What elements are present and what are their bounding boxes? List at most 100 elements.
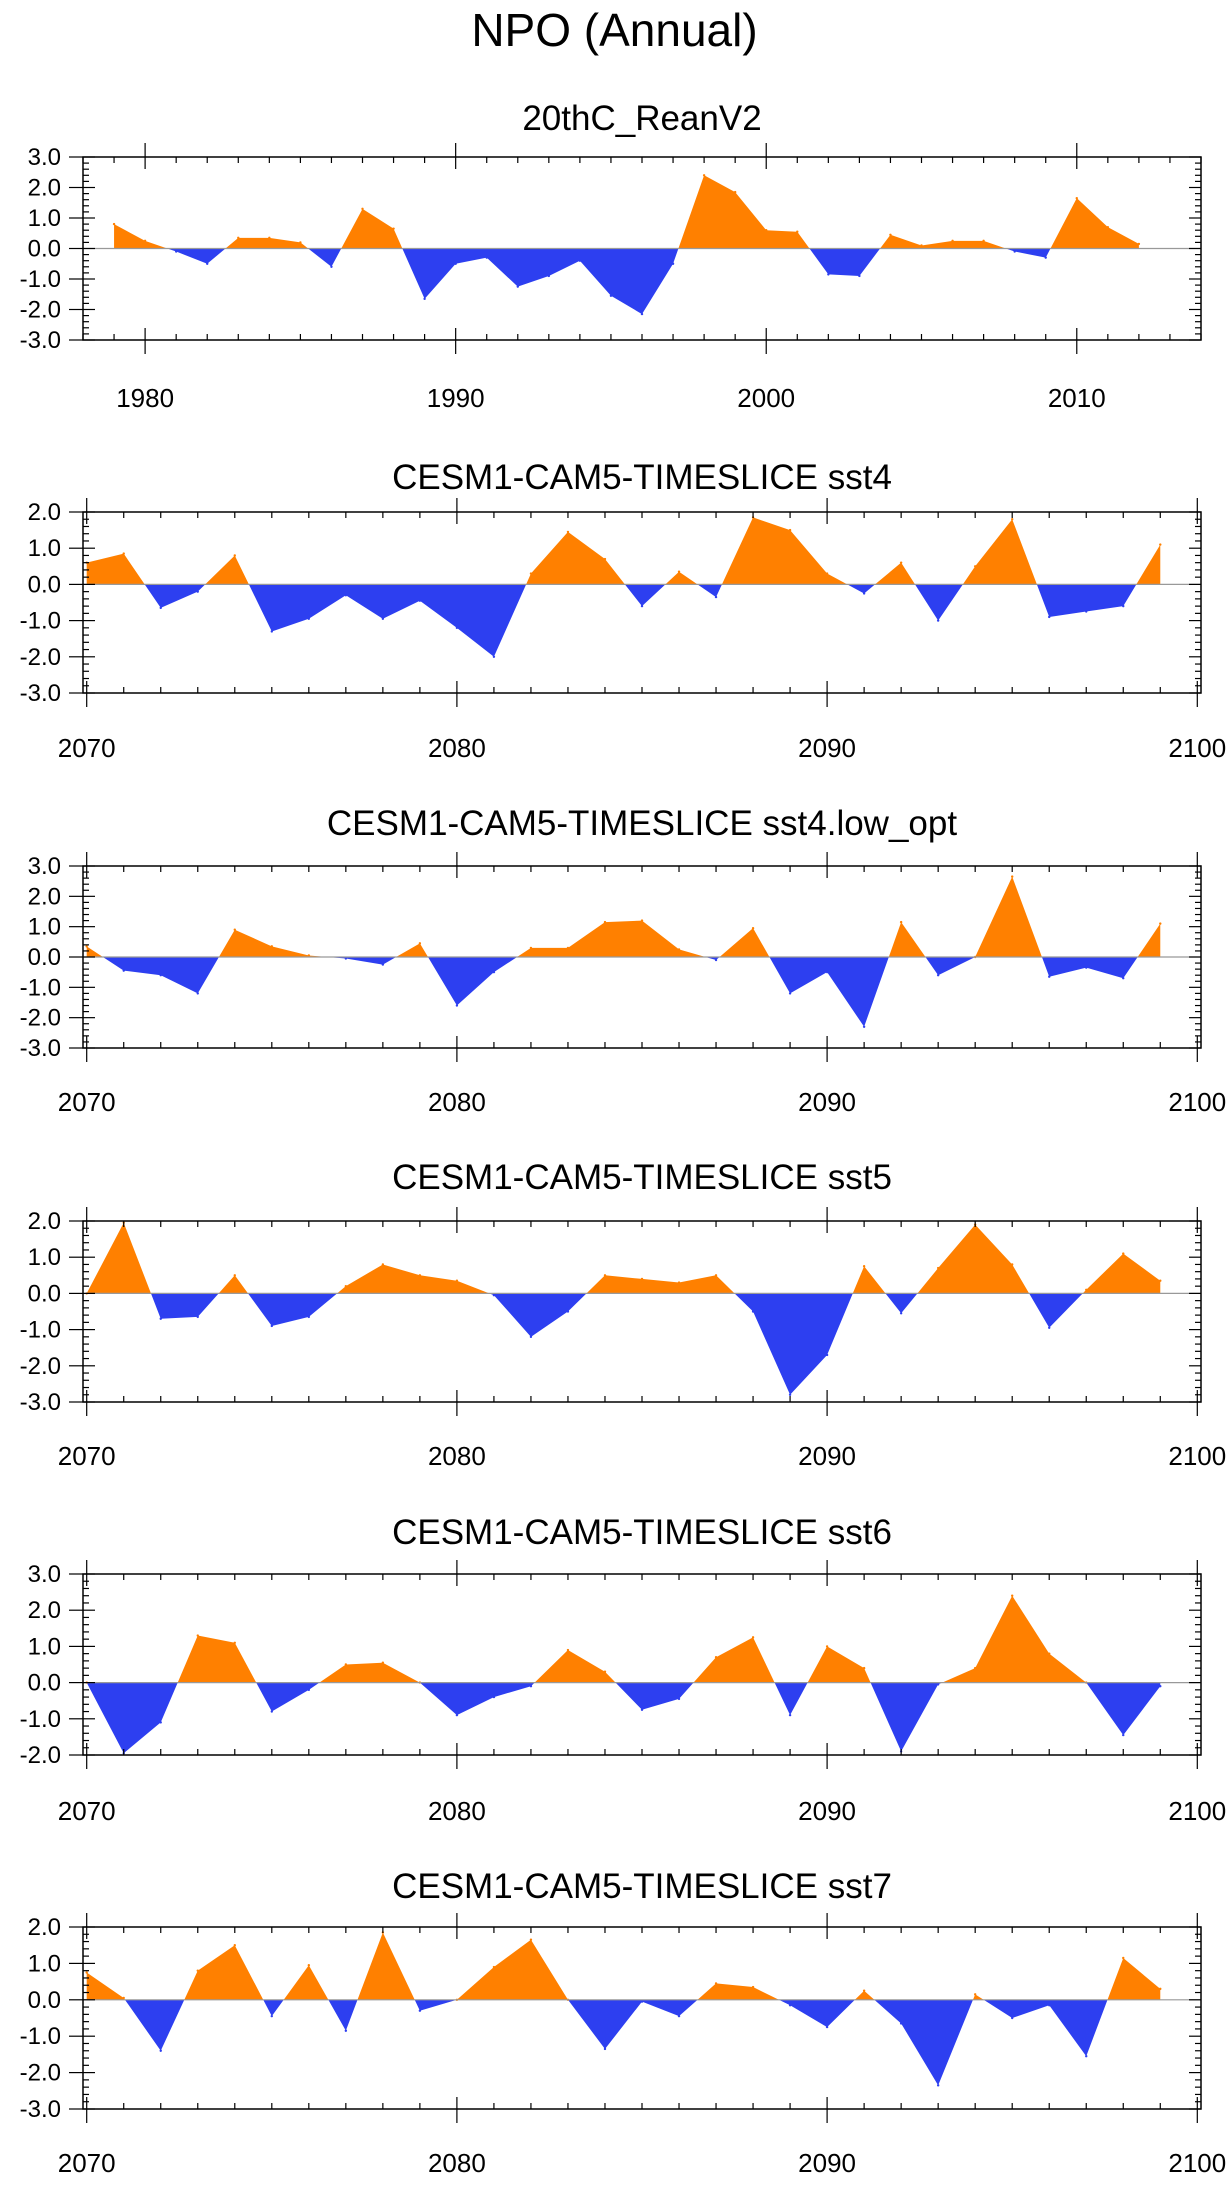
data-point	[973, 1993, 977, 1996]
data-point	[307, 1964, 311, 1967]
x-tick-label: 2100	[1168, 1796, 1226, 1826]
data-point	[862, 1666, 866, 1670]
data-point	[936, 1266, 940, 1270]
data-point	[529, 1938, 533, 1941]
x-tick-label: 2070	[58, 1087, 116, 1117]
x-tick-label: 2090	[798, 1441, 856, 1471]
x-tick-label: 2000	[737, 383, 795, 413]
data-point	[899, 1312, 903, 1315]
negative-area	[86, 1682, 1161, 1754]
data-point	[1159, 1685, 1162, 1688]
y-tick-label: -3.0	[20, 327, 61, 354]
data-point	[1085, 610, 1088, 613]
data-point	[122, 552, 125, 555]
data-point	[516, 285, 519, 288]
data-point	[1122, 977, 1125, 980]
data-point	[529, 1335, 533, 1339]
y-tick-label: -2.0	[20, 1353, 61, 1380]
data-point	[418, 2009, 422, 2012]
data-point	[233, 1641, 236, 1644]
data-point	[233, 1944, 236, 1947]
data-point	[936, 974, 940, 977]
y-tick-label: 0.0	[28, 1280, 61, 1307]
data-point	[159, 606, 162, 610]
plot-frame	[82, 1220, 1202, 1403]
y-tick-label: -1.0	[20, 1706, 61, 1733]
data-point	[788, 528, 792, 532]
x-tick-label: 2010	[1048, 383, 1106, 413]
data-point	[677, 1281, 681, 1284]
panel-title: CESM1-CAM5-TIMESLICE sst7	[392, 1867, 892, 1906]
data-point	[603, 1670, 607, 1673]
data-point	[85, 1971, 88, 1974]
data-point	[714, 958, 718, 962]
data-point	[677, 1697, 681, 1701]
data-point	[714, 1274, 718, 1277]
data-point	[455, 626, 459, 630]
data-point	[529, 572, 533, 575]
data-point	[122, 969, 125, 972]
data-point	[1122, 1956, 1125, 1960]
data-point	[825, 572, 829, 575]
y-tick-label: 1.0	[28, 914, 61, 941]
panel-5: CESM1-CAM5-TIMESLICE sst6 3.0 2.0 1.0 0.0 -1.…	[20, 1513, 1227, 1826]
x-tick-label: 2100	[1168, 1441, 1226, 1471]
y-tick-label: -1.0	[20, 1317, 61, 1344]
negative-area	[86, 957, 1161, 1027]
data-point	[640, 312, 644, 316]
data-point	[299, 241, 302, 244]
data-point	[1048, 1652, 1051, 1655]
plot-frame	[82, 1926, 1202, 2110]
data-point	[196, 1969, 199, 1972]
data-point	[1159, 1279, 1162, 1282]
data-point	[1048, 975, 1051, 978]
panel-2: CESM1-CAM5-TIMESLICE sst4 2.0 1.0 0.0 -1.0 -2…	[20, 458, 1227, 763]
data-point	[1013, 250, 1016, 253]
data-point	[714, 595, 718, 599]
x-tick-label: 2070	[58, 1796, 116, 1826]
data-point	[1085, 966, 1088, 969]
data-point	[566, 530, 570, 534]
x-tick-label: 2100	[1168, 1087, 1226, 1117]
data-point	[788, 1393, 792, 1396]
data-point	[578, 259, 582, 262]
data-point	[455, 1713, 459, 1717]
data-point	[982, 239, 985, 243]
data-point	[392, 227, 395, 230]
x-tick-label: 2070	[58, 733, 116, 763]
data-point	[344, 1663, 348, 1666]
y-tick-label: 2.0	[28, 883, 61, 910]
x-tick-label: 2080	[428, 2148, 486, 2178]
data-point	[233, 1274, 236, 1277]
positive-area	[86, 876, 1161, 957]
y-tick-label: 1.0	[28, 535, 61, 562]
data-point	[492, 1695, 496, 1699]
data-point	[233, 928, 236, 931]
data-point	[454, 262, 457, 265]
y-tick-label: -1.0	[20, 608, 61, 635]
x-tick-label: 2090	[798, 2148, 856, 2178]
data-point	[751, 1310, 755, 1313]
x-tick-label: 2100	[1168, 733, 1226, 763]
data-point	[640, 1277, 644, 1281]
data-point	[381, 1661, 385, 1664]
data-point	[1159, 1987, 1162, 1991]
y-tick-label: 2.0	[28, 1597, 61, 1624]
data-point	[112, 222, 116, 226]
data-point	[640, 1708, 644, 1711]
data-point	[825, 2025, 829, 2029]
data-point	[677, 570, 681, 573]
data-point	[529, 1685, 533, 1688]
data-point	[159, 2049, 162, 2052]
data-point	[603, 2047, 607, 2051]
data-point	[640, 2000, 644, 2003]
negative-area	[124, 1999, 1108, 2086]
y-tick-label: -2.0	[20, 1005, 61, 1032]
data-point	[270, 945, 273, 948]
data-point	[1048, 615, 1051, 619]
data-point	[418, 942, 422, 945]
panel-4: CESM1-CAM5-TIMESLICE sst5 2.0 1.0 0.0 -1.0 -2…	[20, 1158, 1227, 1471]
data-point	[307, 617, 311, 620]
y-tick-label: -1.0	[20, 974, 61, 1001]
data-point	[1011, 1263, 1014, 1266]
